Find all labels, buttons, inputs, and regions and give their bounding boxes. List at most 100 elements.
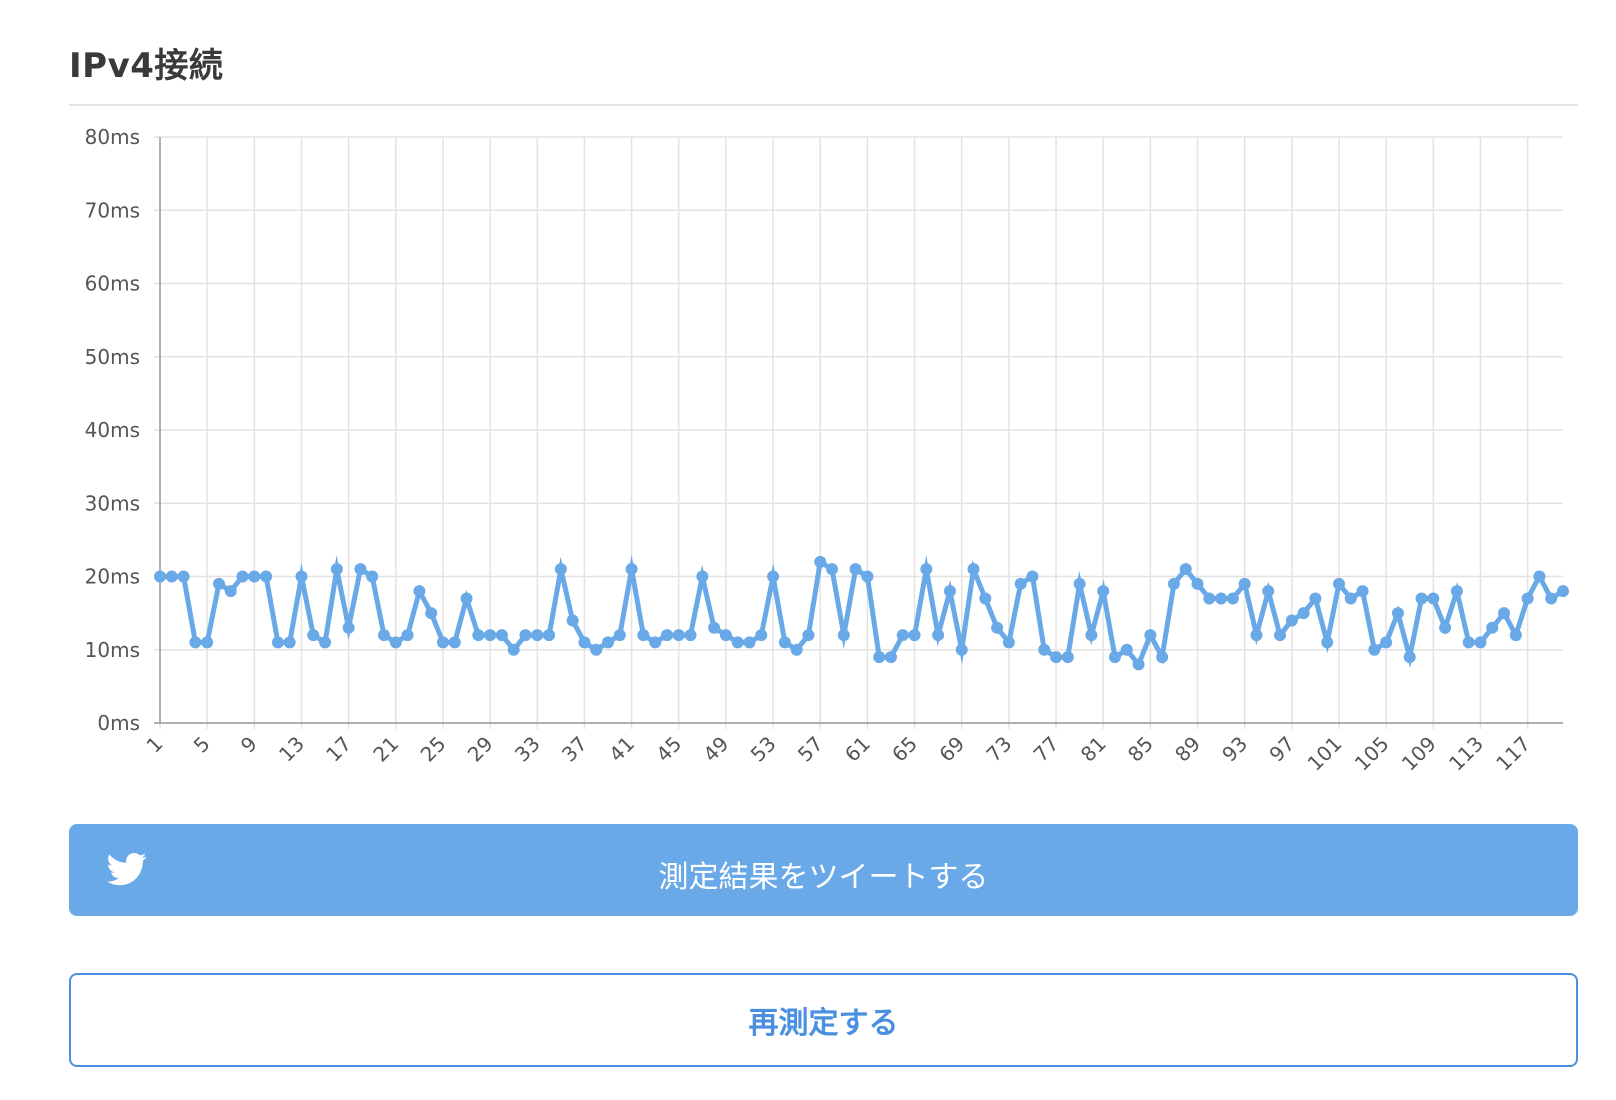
x-tick-label: 61: [840, 732, 875, 767]
data-point: [1415, 592, 1428, 605]
section-title: IPv4接続: [69, 46, 224, 86]
data-point: [1038, 643, 1051, 656]
data-point: [1344, 592, 1357, 605]
x-tick-label: 41: [604, 732, 639, 767]
data-point: [1474, 636, 1487, 649]
x-tick-label: 81: [1076, 732, 1111, 767]
data-point: [1050, 651, 1063, 664]
data-point: [1356, 585, 1369, 598]
data-point: [224, 585, 237, 598]
data-point: [967, 563, 980, 576]
data-point: [1545, 592, 1558, 605]
x-tick-label: 101: [1303, 732, 1347, 776]
data-point: [578, 636, 591, 649]
x-tick-label: 53: [746, 732, 781, 767]
data-point: [1297, 607, 1310, 620]
data-point: [1486, 621, 1499, 634]
tweet-button-label: 測定結果をツイートする: [658, 860, 989, 895]
data-point: [1321, 636, 1334, 649]
data-point: [307, 629, 320, 642]
data-point: [1450, 585, 1463, 598]
data-point: [884, 651, 897, 664]
data-point: [201, 636, 214, 649]
data-point: [1014, 577, 1027, 590]
data-point: [366, 570, 379, 583]
data-point: [1309, 592, 1322, 605]
data-point: [755, 629, 768, 642]
data-point: [590, 643, 603, 656]
data-point: [295, 570, 308, 583]
title-divider: [69, 104, 1578, 106]
data-point: [1026, 570, 1039, 583]
data-point: [413, 585, 426, 598]
data-point: [955, 643, 968, 656]
data-point: [1238, 577, 1251, 590]
x-tick-label: 69: [934, 732, 969, 767]
data-point: [283, 636, 296, 649]
data-point: [401, 629, 414, 642]
data-point: [554, 563, 567, 576]
data-point: [1156, 651, 1169, 664]
data-point: [908, 629, 921, 642]
data-point: [165, 570, 178, 583]
data-point: [566, 614, 579, 627]
y-tick-label: 0ms: [97, 711, 140, 735]
y-tick-label: 70ms: [85, 198, 140, 222]
data-point: [460, 592, 473, 605]
data-point: [708, 621, 721, 634]
data-point: [873, 651, 886, 664]
data-point: [637, 629, 650, 642]
remeasure-button[interactable]: 再測定する: [69, 973, 1578, 1067]
y-tick-label: 60ms: [85, 272, 140, 296]
x-tick-label: 113: [1444, 732, 1488, 776]
data-point: [1462, 636, 1475, 649]
x-tick-label: 73: [981, 732, 1016, 767]
data-point: [342, 621, 355, 634]
data-point: [767, 570, 780, 583]
x-tick-label: 9: [236, 732, 262, 758]
data-point: [389, 636, 402, 649]
data-point: [1120, 643, 1133, 656]
data-point: [837, 629, 850, 642]
data-point: [849, 563, 862, 576]
y-tick-label: 80ms: [85, 125, 140, 149]
data-point: [649, 636, 662, 649]
latency-chart: 0ms 10ms 20ms 30ms 40ms 50ms 60ms 70ms 80ms 1 5 9 13…: [0, 110, 1616, 790]
data-point: [319, 636, 332, 649]
data-point: [826, 563, 839, 576]
tweet-results-button[interactable]: 測定結果をツイートする: [69, 824, 1578, 916]
data-point: [1533, 570, 1546, 583]
data-point: [743, 636, 756, 649]
y-tick-label: 50ms: [85, 345, 140, 369]
data-point: [696, 570, 709, 583]
data-point: [719, 629, 732, 642]
x-tick-label: 93: [1217, 732, 1252, 767]
data-point: [260, 570, 273, 583]
twitter-icon: [107, 853, 147, 886]
data-point: [1274, 629, 1287, 642]
data-point: [920, 563, 933, 576]
data-point: [613, 629, 626, 642]
data-point: [1167, 577, 1180, 590]
data-point: [861, 570, 874, 583]
data-point: [1332, 577, 1345, 590]
data-point: [1073, 577, 1086, 590]
data-point: [507, 643, 520, 656]
data-point: [1391, 607, 1404, 620]
data-point: [778, 636, 791, 649]
data-point: [531, 629, 544, 642]
data-point: [354, 563, 367, 576]
x-tick-label: 45: [651, 732, 686, 767]
x-tick-label: 49: [698, 732, 733, 767]
data-point: [1215, 592, 1228, 605]
x-tick-label: 77: [1029, 732, 1064, 767]
x-tick-label: 5: [189, 732, 215, 758]
data-point: [1002, 636, 1015, 649]
data-point: [330, 563, 343, 576]
data-point: [1132, 658, 1145, 671]
y-tick-label: 20ms: [85, 565, 140, 589]
data-point: [1427, 592, 1440, 605]
data-point: [212, 577, 225, 590]
x-tick-label: 25: [416, 732, 451, 767]
